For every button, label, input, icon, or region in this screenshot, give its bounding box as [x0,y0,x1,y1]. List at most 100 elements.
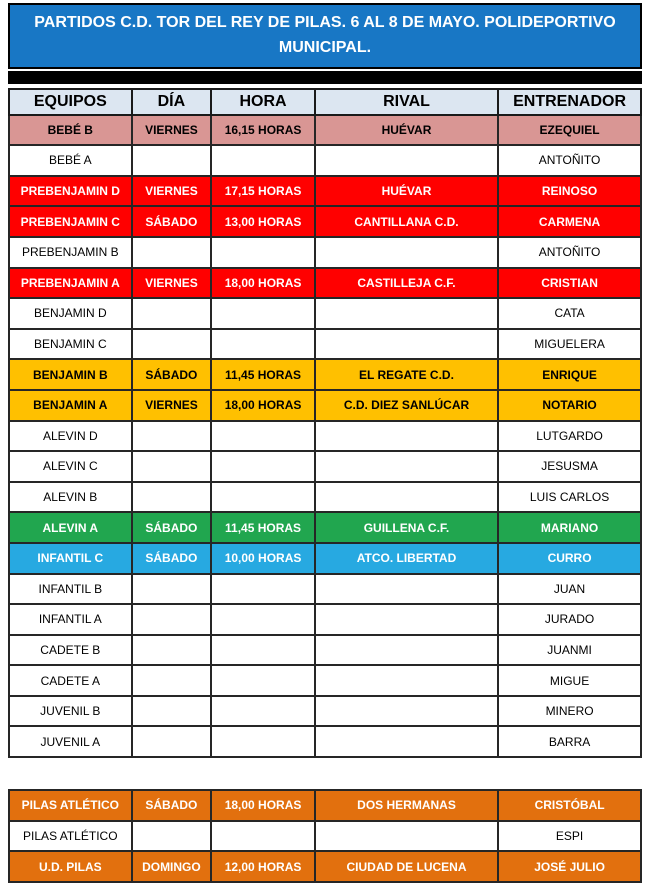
cell-entrenador: ENRIQUE [497,358,642,391]
cell-equipo: CADETE A [8,664,133,697]
column-header-dia: DÍA [130,87,213,116]
cell-dia [130,603,213,636]
cell-rival [313,572,500,606]
cell-dia: SÁBADO [130,358,213,391]
cell-equipo: ALEVIN D [8,419,133,453]
cell-entrenador: NOTARIO [497,388,642,422]
cell-entrenador: CARMENA [497,205,642,238]
cell-equipo: PREBENJAMIN D [8,174,133,208]
cell-rival: C.D. DIEZ SANLÚCAR [313,388,500,422]
cell-dia [130,235,213,269]
cell-dia [130,327,213,361]
cell-dia: VIERNES [130,113,213,147]
cell-hora: 18,00 HORAS [210,388,316,422]
cell-entrenador: BARRA [497,725,642,759]
table-row: JUVENIL A BARRA [8,725,642,759]
cell-dia: SÁBADO [130,789,213,822]
page-title: PARTIDOS C.D. TOR DEL REY DE PILAS. 6 AL… [34,14,616,56]
cell-equipo: INFANTIL A [8,603,133,636]
table-row: BEBÉ B VIERNES 16,15 HORAS HUÉVAR EZEQUIEL [8,113,642,147]
cell-hora [210,235,316,269]
table-row: BENJAMIN C MIGUELERA [8,327,642,361]
table-row: PILAS ATLÉTICO ESPI [8,819,642,853]
cell-dia [130,694,213,728]
cell-entrenador: CATA [497,297,642,330]
table-row: BENJAMIN A VIERNES 18,00 HORAS C.D. DIEZ SA… [8,388,642,422]
cell-hora [210,664,316,697]
cell-entrenador: JUANMI [497,633,642,667]
cell-rival [313,633,500,667]
cell-dia: VIERNES [130,174,213,208]
cell-rival [313,144,500,177]
cell-dia: SÁBADO [130,205,213,238]
cell-dia [130,664,213,697]
table-row: INFANTIL B JUAN [8,572,642,606]
cell-dia [130,819,213,853]
cell-dia [130,144,213,177]
table-row: ALEVIN B LUIS CARLOS [8,480,642,514]
cell-hora [210,419,316,453]
cell-entrenador: ANTOÑITO [497,235,642,269]
cell-entrenador: LUTGARDO [497,419,642,453]
cell-hora [210,480,316,514]
table-row: BENJAMIN D CATA [8,297,642,330]
cell-entrenador: CRISTIAN [497,266,642,300]
separator-bar [8,70,642,84]
cell-rival [313,235,500,269]
cell-equipo: ALEVIN A [8,511,133,544]
senior-schedule-table: PILAS ATLÉTICO SÁBADO 18,00 HORAS DOS HERMA… [8,789,642,883]
cell-dia [130,450,213,483]
cell-hora: 10,00 HORAS [210,541,316,575]
cell-entrenador: JUAN [497,572,642,606]
cell-dia [130,480,213,514]
cell-dia [130,572,213,606]
cell-entrenador: REINOSO [497,174,642,208]
cell-entrenador: CRISTÓBAL [497,789,642,822]
cell-rival: GUILLENA C.F. [313,511,500,544]
cell-equipo: PREBENJAMIN C [8,205,133,238]
main-schedule-table: EQUIPOS DÍA HORA RIVAL ENTRENADOR BEBÉ B… [8,87,642,759]
cell-hora [210,633,316,667]
cell-dia: SÁBADO [130,541,213,575]
column-header-rival: RIVAL [313,87,500,116]
cell-rival [313,419,500,453]
cell-equipo: CADETE B [8,633,133,667]
table-row: U.D. PILAS DOMINGO 12,00 HORAS CIUDAD DE LU… [8,850,642,883]
cell-hora [210,572,316,606]
cell-equipo: JUVENIL A [8,725,133,759]
table-row: PREBENJAMIN A VIERNES 18,00 HORAS CASTILLEJ… [8,266,642,300]
cell-dia: VIERNES [130,388,213,422]
cell-rival [313,694,500,728]
cell-equipo: JUVENIL B [8,694,133,728]
cell-hora [210,327,316,361]
cell-equipo: BENJAMIN B [8,358,133,391]
cell-equipo: PREBENJAMIN B [8,235,133,269]
column-header-hora: HORA [210,87,316,116]
cell-entrenador: JURADO [497,603,642,636]
cell-rival: HUÉVAR [313,113,500,147]
cell-dia [130,725,213,759]
cell-equipo: PILAS ATLÉTICO [8,789,133,822]
table-row: ALEVIN D LUTGARDO [8,419,642,453]
cell-hora: 13,00 HORAS [210,205,316,238]
cell-entrenador: LUIS CARLOS [497,480,642,514]
cell-entrenador: MINERO [497,694,642,728]
cell-equipo: ALEVIN B [8,480,133,514]
cell-rival [313,725,500,759]
cell-rival: DOS HERMANAS [313,789,500,822]
cell-hora [210,819,316,853]
cell-rival [313,480,500,514]
cell-entrenador: MIGUELERA [497,327,642,361]
senior-table-section: PILAS ATLÉTICO SÁBADO 18,00 HORAS DOS HERMA… [8,789,642,883]
cell-rival [313,603,500,636]
cell-hora: 17,15 HORAS [210,174,316,208]
table-row: CADETE B JUANMI [8,633,642,667]
cell-hora: 12,00 HORAS [210,850,316,883]
cell-entrenador: JOSÉ JULIO [497,850,642,883]
cell-dia: VIERNES [130,266,213,300]
cell-hora: 16,15 HORAS [210,113,316,147]
table-row: BENJAMIN B SÁBADO 11,45 HORAS EL REGATE C.D… [8,358,642,391]
cell-entrenador: MIGUE [497,664,642,697]
cell-hora [210,603,316,636]
